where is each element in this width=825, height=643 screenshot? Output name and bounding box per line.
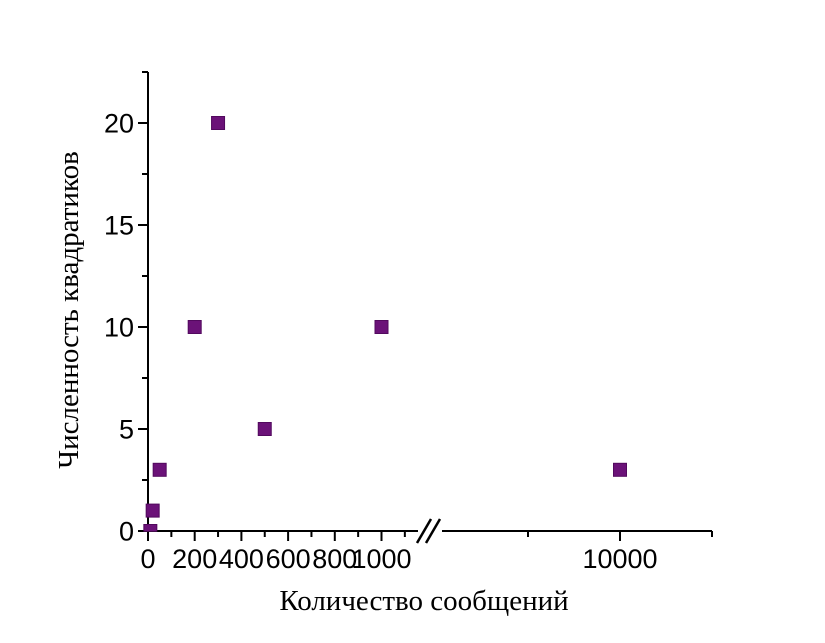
x-tick-label: 800 bbox=[312, 544, 357, 574]
data-point bbox=[211, 116, 226, 130]
data-point bbox=[613, 462, 627, 477]
x-axis-title: Количество сообщений bbox=[279, 585, 568, 617]
y-axis-title: Численность квадратиков bbox=[53, 151, 85, 469]
y-tick-label: 5 bbox=[119, 415, 134, 445]
x-tick-label: 10000 bbox=[582, 544, 657, 574]
x-tick-label: 600 bbox=[266, 544, 311, 574]
x-tick-label: 400 bbox=[219, 544, 264, 574]
data-point bbox=[145, 503, 160, 518]
y-tick-label: 15 bbox=[104, 211, 134, 241]
axis-break bbox=[415, 518, 442, 544]
y-tick-label: 20 bbox=[104, 109, 134, 139]
x-tick-label: 200 bbox=[172, 544, 217, 574]
data-point bbox=[187, 320, 202, 334]
y-tick-label: 10 bbox=[104, 313, 134, 343]
data-point bbox=[374, 320, 389, 334]
x-tick-label: 0 bbox=[140, 544, 155, 574]
y-axis-ticks: 0 5 10 15 20 bbox=[104, 71, 148, 547]
axes bbox=[147, 72, 712, 532]
data-point bbox=[152, 462, 167, 477]
data-points bbox=[143, 116, 627, 532]
data-point bbox=[257, 422, 272, 436]
data-point bbox=[143, 524, 158, 532]
x-tick-label: 1000 bbox=[351, 544, 411, 574]
y-tick-label: 0 bbox=[119, 517, 134, 547]
